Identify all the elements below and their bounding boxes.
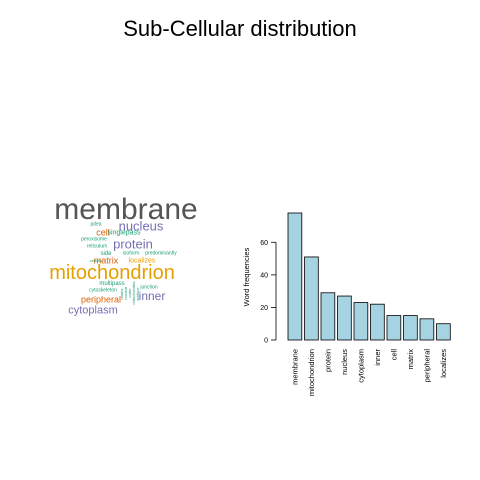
bar-inner xyxy=(370,303,385,341)
x-tick-label: cytoplasm xyxy=(356,349,365,383)
cloud-word: membrane xyxy=(54,193,198,226)
cloud-word: peroxisome xyxy=(81,236,107,243)
x-tick-label: mitochondrion xyxy=(307,349,316,396)
cloud-word: reticulum xyxy=(86,243,108,250)
figure-title: Sub-Cellular distribution xyxy=(123,16,357,41)
x-tick-label: localizes xyxy=(439,349,448,378)
x-tick-label: cell xyxy=(389,349,398,361)
cloud-word: peripheral xyxy=(80,294,122,305)
cloud-word: protein xyxy=(113,236,153,252)
cloud-word: multipass xyxy=(99,281,125,287)
cloud-word: junction xyxy=(140,284,158,291)
bar-membrane xyxy=(287,212,303,341)
cloud-word: mitochondrion xyxy=(49,262,175,284)
cloud-word: nucleus xyxy=(118,218,164,234)
cloud-word: cytoskeleton xyxy=(89,287,117,294)
bar-matrix xyxy=(403,315,418,341)
cloud-word: matrix xyxy=(93,255,119,266)
cloud-word: singlepass xyxy=(107,229,141,237)
x-tick-label: nucleus xyxy=(340,349,349,375)
x-tick-label: matrix xyxy=(406,349,415,370)
cloud-word: side xyxy=(100,251,112,257)
bar-cell xyxy=(386,315,402,341)
y-axis-title: Word frequencies xyxy=(242,247,251,306)
x-tick-label: peripheral xyxy=(422,349,431,383)
bar-localizes xyxy=(436,323,451,341)
x-tick-label: membrane xyxy=(290,349,299,385)
cloud-word: inner xyxy=(138,289,166,303)
x-tick-label: inner xyxy=(373,349,382,366)
cloud-word: isoform xyxy=(122,250,140,257)
y-tick-label: 60 xyxy=(260,240,268,247)
cloud-word: cell xyxy=(96,227,110,238)
x-tick-label: protein xyxy=(323,349,332,372)
y-tick-label: 40 xyxy=(260,272,268,279)
cloud-word: cytoplasm xyxy=(68,304,118,317)
bar-mitochondrion xyxy=(304,256,319,341)
bar-peripheral xyxy=(419,318,435,341)
y-tick-label: 20 xyxy=(260,305,268,312)
cloud-word: localizes xyxy=(128,257,156,265)
y-tick-label: 0 xyxy=(264,338,268,345)
cloud-word: predominantly xyxy=(145,250,177,257)
bar-cytoplasm xyxy=(353,302,369,341)
cloud-word: pdea xyxy=(90,221,102,228)
cloud-word: cellular xyxy=(89,258,103,263)
bar-protein xyxy=(320,292,336,341)
bar-nucleus xyxy=(337,295,352,341)
